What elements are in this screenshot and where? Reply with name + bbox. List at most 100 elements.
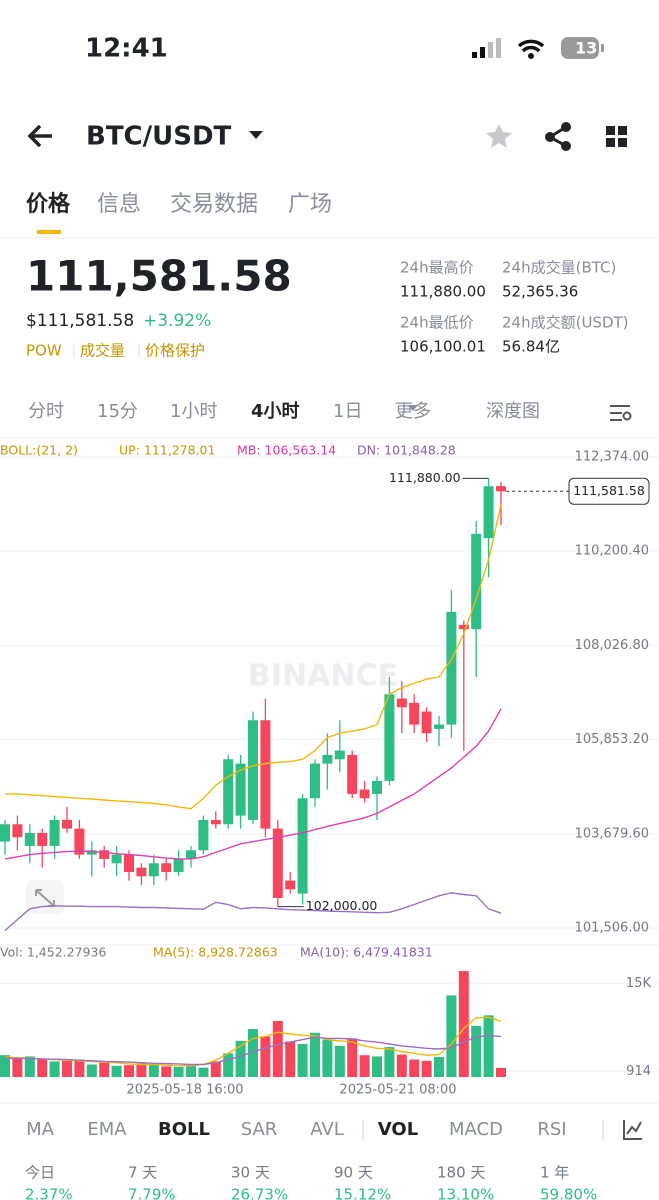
candle-body	[458, 624, 469, 630]
tab[interactable]: 交易数据	[170, 192, 258, 217]
candle-body	[334, 750, 345, 760]
current-price-label: 111,581.58	[573, 483, 645, 498]
interval[interactable]: 1日	[333, 401, 362, 422]
last-price: 111,581.58	[26, 252, 292, 301]
candle-body	[49, 819, 60, 846]
volume-bar	[334, 1045, 345, 1077]
volume-bar	[235, 1040, 246, 1077]
volume-bar	[496, 1067, 506, 1077]
usd-price: $111,581.58	[26, 311, 134, 331]
performance-label: 180 天	[437, 1164, 485, 1182]
pair-title[interactable]: BTC/USDT	[86, 122, 232, 152]
candle-body	[285, 880, 296, 890]
volume-bar	[372, 1056, 382, 1077]
volume-bar	[37, 1059, 48, 1077]
y-tick-label: 101,506.00	[575, 921, 649, 936]
candle-body	[0, 824, 10, 842]
candle-body	[421, 711, 432, 734]
volume-ma-line	[5, 1034, 502, 1066]
indicator-tab[interactable]: BOLL	[158, 1119, 210, 1140]
indicator-tab[interactable]: SAR	[241, 1119, 278, 1140]
chart-settings[interactable]	[610, 405, 632, 421]
interval[interactable]: 更多	[395, 401, 431, 422]
volume-bar	[186, 1064, 196, 1077]
indicator-tab[interactable]: RSI	[537, 1119, 566, 1140]
volume-bar	[446, 995, 457, 1077]
y-tick-label: 110,200.40	[575, 544, 649, 559]
candle-body	[210, 819, 221, 825]
candle-body	[310, 763, 320, 799]
tab[interactable]: 价格	[26, 191, 71, 217]
indicator-tab[interactable]: AVL	[310, 1119, 344, 1140]
indicator-tab[interactable]: MA	[26, 1119, 55, 1140]
stat-value: 106,100.01	[400, 338, 486, 356]
interval[interactable]: 分时	[28, 401, 64, 422]
interval[interactable]: 15分	[97, 401, 138, 422]
stat-label: 24h成交额(USDT)	[502, 314, 629, 332]
pair-caret[interactable]	[249, 131, 263, 139]
price-tag[interactable]: 价格保护	[145, 342, 205, 360]
candle-body	[260, 720, 271, 829]
tab[interactable]: 信息	[97, 192, 141, 217]
candle-body	[384, 694, 395, 781]
performance-label: 今日	[25, 1164, 55, 1182]
volume-bar	[173, 1067, 184, 1077]
indicator-tab[interactable]: VOL	[378, 1119, 418, 1140]
favorite-star[interactable]	[486, 124, 512, 148]
price-tag[interactable]: POW	[26, 342, 62, 360]
volume-bar	[396, 1054, 407, 1077]
price-tag[interactable]: 成交量	[80, 342, 125, 360]
more-caret[interactable]	[407, 405, 418, 411]
candle-body	[496, 486, 506, 492]
performance-value: 13.10%	[437, 1186, 494, 1200]
volume-tick-label: 914	[626, 1064, 651, 1079]
volume-bar	[24, 1056, 35, 1077]
volume-bar	[0, 1055, 10, 1077]
indicator-tab[interactable]: EMA	[87, 1119, 127, 1140]
performance-value: 7.79%	[128, 1186, 176, 1200]
interval[interactable]: 深度图	[486, 401, 540, 422]
interval[interactable]: 4小时	[251, 401, 300, 422]
performance-label: 30 天	[231, 1164, 270, 1182]
performance-label: 1 年	[540, 1164, 569, 1182]
performance-label: 90 天	[334, 1164, 373, 1182]
volume-bar	[285, 1041, 296, 1077]
candle-body	[446, 611, 457, 725]
volume-label: Vol: 1,452.27936	[0, 945, 106, 960]
candle-body	[235, 763, 246, 816]
candle-body	[272, 828, 283, 898]
candle-body	[37, 832, 48, 846]
volume-bar	[148, 1064, 159, 1077]
volume-bar	[322, 1039, 333, 1077]
volume-bar	[198, 1067, 209, 1077]
stat-value: 52,365.36	[502, 283, 578, 301]
x-axis-label: 2025-05-18 16:00	[126, 1083, 243, 1098]
current-price-box	[568, 477, 650, 505]
tab-indicator	[37, 230, 61, 234]
stat-value: 56.84亿	[502, 338, 560, 356]
interval[interactable]: 1小时	[170, 401, 217, 422]
boll-line	[4, 708, 502, 860]
watermark: BINANCE	[248, 659, 398, 694]
candle-body	[409, 702, 420, 725]
candle-body	[297, 798, 308, 894]
share-button[interactable]	[545, 122, 571, 151]
volume-bar	[248, 1029, 258, 1077]
volume-bar	[310, 1032, 320, 1077]
status-time: 12:41	[85, 34, 168, 64]
indicator-tab[interactable]: MACD	[449, 1119, 503, 1140]
candle-body	[372, 780, 382, 794]
candle-body	[434, 724, 444, 729]
volume-bar	[210, 1061, 221, 1077]
grid-menu[interactable]	[606, 126, 627, 147]
candle-body	[223, 759, 234, 825]
back-button[interactable]	[27, 124, 52, 148]
volume-bar	[359, 1055, 370, 1077]
tab[interactable]: 广场	[288, 192, 332, 217]
candle-body	[471, 533, 482, 630]
candle-body	[136, 867, 147, 877]
indicator-settings[interactable]	[623, 1120, 642, 1140]
candle-body	[124, 854, 134, 872]
volume-bar	[384, 1047, 395, 1077]
candle-body	[12, 824, 23, 838]
